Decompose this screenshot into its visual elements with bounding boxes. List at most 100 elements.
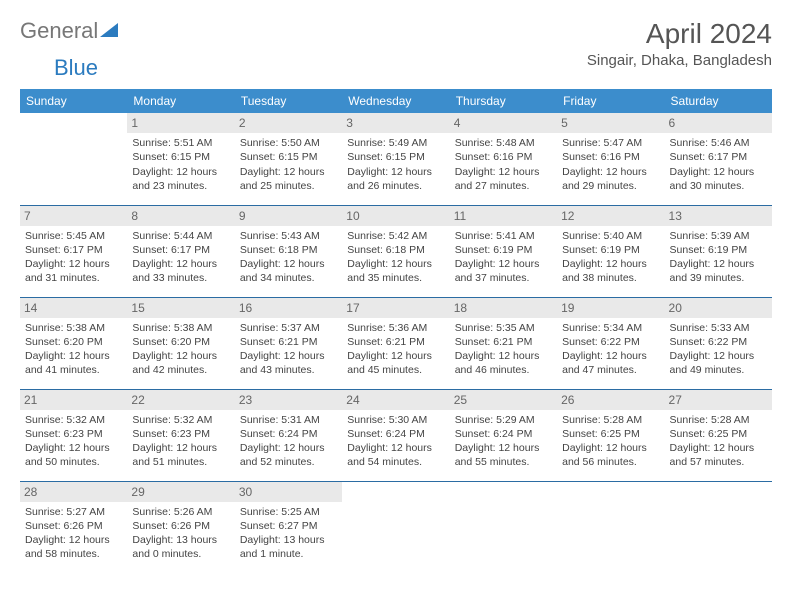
sunset-line: Sunset: 6:23 PM — [25, 427, 122, 441]
sunset-line: Sunset: 6:22 PM — [562, 335, 659, 349]
day-number: 8 — [127, 206, 234, 226]
day-number: 9 — [235, 206, 342, 226]
logo-text-2: Blue — [54, 55, 98, 80]
daylight-line: Daylight: 12 hours and 30 minutes. — [670, 165, 767, 193]
calendar-cell: 6Sunrise: 5:46 AMSunset: 6:17 PMDaylight… — [665, 113, 772, 205]
sunset-line: Sunset: 6:21 PM — [347, 335, 444, 349]
sunset-line: Sunset: 6:25 PM — [670, 427, 767, 441]
daylight-line: Daylight: 12 hours and 58 minutes. — [25, 533, 122, 561]
daylight-line: Daylight: 12 hours and 27 minutes. — [455, 165, 552, 193]
calendar-row: 1Sunrise: 5:51 AMSunset: 6:15 PMDaylight… — [20, 113, 772, 205]
daylight-line: Daylight: 13 hours and 0 minutes. — [132, 533, 229, 561]
daylight-line: Daylight: 12 hours and 51 minutes. — [132, 441, 229, 469]
calendar-cell: 3Sunrise: 5:49 AMSunset: 6:15 PMDaylight… — [342, 113, 449, 205]
sunset-line: Sunset: 6:20 PM — [25, 335, 122, 349]
sunrise-line: Sunrise: 5:40 AM — [562, 229, 659, 243]
sunset-line: Sunset: 6:24 PM — [240, 427, 337, 441]
weekday-header: Saturday — [665, 89, 772, 113]
sunset-line: Sunset: 6:19 PM — [562, 243, 659, 257]
sunrise-line: Sunrise: 5:39 AM — [670, 229, 767, 243]
sunrise-line: Sunrise: 5:41 AM — [455, 229, 552, 243]
calendar-cell: 28Sunrise: 5:27 AMSunset: 6:26 PMDayligh… — [20, 481, 127, 573]
calendar-cell: 1Sunrise: 5:51 AMSunset: 6:15 PMDaylight… — [127, 113, 234, 205]
sunset-line: Sunset: 6:20 PM — [132, 335, 229, 349]
daylight-line: Daylight: 12 hours and 33 minutes. — [132, 257, 229, 285]
calendar-cell: 17Sunrise: 5:36 AMSunset: 6:21 PMDayligh… — [342, 297, 449, 389]
day-number: 26 — [557, 390, 664, 410]
sunset-line: Sunset: 6:18 PM — [240, 243, 337, 257]
calendar-cell: 15Sunrise: 5:38 AMSunset: 6:20 PMDayligh… — [127, 297, 234, 389]
sunrise-line: Sunrise: 5:51 AM — [132, 136, 229, 150]
sunrise-line: Sunrise: 5:33 AM — [670, 321, 767, 335]
sunset-line: Sunset: 6:18 PM — [347, 243, 444, 257]
calendar-cell: 21Sunrise: 5:32 AMSunset: 6:23 PMDayligh… — [20, 389, 127, 481]
day-number: 11 — [450, 206, 557, 226]
calendar-cell: 22Sunrise: 5:32 AMSunset: 6:23 PMDayligh… — [127, 389, 234, 481]
sunset-line: Sunset: 6:22 PM — [670, 335, 767, 349]
calendar-cell: 27Sunrise: 5:28 AMSunset: 6:25 PMDayligh… — [665, 389, 772, 481]
calendar-cell: 14Sunrise: 5:38 AMSunset: 6:20 PMDayligh… — [20, 297, 127, 389]
calendar-cell — [450, 481, 557, 573]
daylight-line: Daylight: 12 hours and 29 minutes. — [562, 165, 659, 193]
sunset-line: Sunset: 6:15 PM — [240, 150, 337, 164]
day-number: 27 — [665, 390, 772, 410]
sunrise-line: Sunrise: 5:34 AM — [562, 321, 659, 335]
daylight-line: Daylight: 12 hours and 39 minutes. — [670, 257, 767, 285]
sunset-line: Sunset: 6:26 PM — [132, 519, 229, 533]
calendar-cell: 26Sunrise: 5:28 AMSunset: 6:25 PMDayligh… — [557, 389, 664, 481]
sunset-line: Sunset: 6:16 PM — [562, 150, 659, 164]
calendar-body: 1Sunrise: 5:51 AMSunset: 6:15 PMDaylight… — [20, 113, 772, 573]
sunrise-line: Sunrise: 5:32 AM — [25, 413, 122, 427]
sunset-line: Sunset: 6:19 PM — [455, 243, 552, 257]
calendar-cell: 30Sunrise: 5:25 AMSunset: 6:27 PMDayligh… — [235, 481, 342, 573]
daylight-line: Daylight: 12 hours and 38 minutes. — [562, 257, 659, 285]
sunset-line: Sunset: 6:15 PM — [132, 150, 229, 164]
daylight-line: Daylight: 12 hours and 46 minutes. — [455, 349, 552, 377]
calendar-cell — [557, 481, 664, 573]
daylight-line: Daylight: 12 hours and 57 minutes. — [670, 441, 767, 469]
daylight-line: Daylight: 12 hours and 34 minutes. — [240, 257, 337, 285]
logo-text-1: General — [20, 18, 98, 44]
daylight-line: Daylight: 13 hours and 1 minute. — [240, 533, 337, 561]
calendar-cell: 16Sunrise: 5:37 AMSunset: 6:21 PMDayligh… — [235, 297, 342, 389]
day-number: 5 — [557, 113, 664, 133]
sunrise-line: Sunrise: 5:35 AM — [455, 321, 552, 335]
sunrise-line: Sunrise: 5:26 AM — [132, 505, 229, 519]
sunrise-line: Sunrise: 5:25 AM — [240, 505, 337, 519]
sunrise-line: Sunrise: 5:29 AM — [455, 413, 552, 427]
calendar-cell: 4Sunrise: 5:48 AMSunset: 6:16 PMDaylight… — [450, 113, 557, 205]
sunset-line: Sunset: 6:26 PM — [25, 519, 122, 533]
calendar-table: Sunday Monday Tuesday Wednesday Thursday… — [20, 89, 772, 573]
calendar-cell: 7Sunrise: 5:45 AMSunset: 6:17 PMDaylight… — [20, 205, 127, 297]
day-number: 20 — [665, 298, 772, 318]
sunset-line: Sunset: 6:21 PM — [455, 335, 552, 349]
day-number: 22 — [127, 390, 234, 410]
sunrise-line: Sunrise: 5:48 AM — [455, 136, 552, 150]
sunrise-line: Sunrise: 5:37 AM — [240, 321, 337, 335]
weekday-header: Sunday — [20, 89, 127, 113]
weekday-header-row: Sunday Monday Tuesday Wednesday Thursday… — [20, 89, 772, 113]
sunset-line: Sunset: 6:21 PM — [240, 335, 337, 349]
sunset-line: Sunset: 6:25 PM — [562, 427, 659, 441]
calendar-cell: 12 Sunrise: 5:40 AMSunset: 6:19 PMDayligh… — [557, 205, 664, 297]
day-number: 16 — [235, 298, 342, 318]
daylight-line: Daylight: 12 hours and 49 minutes. — [670, 349, 767, 377]
sunrise-line: Sunrise: 5:38 AM — [132, 321, 229, 335]
daylight-line: Daylight: 12 hours and 31 minutes. — [25, 257, 122, 285]
day-number: 12 — [557, 206, 664, 226]
day-number: 19 — [557, 298, 664, 318]
calendar-cell — [665, 481, 772, 573]
sunrise-line: Sunrise: 5:30 AM — [347, 413, 444, 427]
day-number: 17 — [342, 298, 449, 318]
day-number: 1 — [127, 113, 234, 133]
sunrise-line: Sunrise: 5:38 AM — [25, 321, 122, 335]
day-number: 4 — [450, 113, 557, 133]
sunrise-line: Sunrise: 5:45 AM — [25, 229, 122, 243]
day-number: 29 — [127, 482, 234, 502]
sunset-line: Sunset: 6:17 PM — [25, 243, 122, 257]
weekday-header: Wednesday — [342, 89, 449, 113]
daylight-line: Daylight: 12 hours and 26 minutes. — [347, 165, 444, 193]
sunrise-line: Sunrise: 5:50 AM — [240, 136, 337, 150]
calendar-cell: 18Sunrise: 5:35 AMSunset: 6:21 PMDayligh… — [450, 297, 557, 389]
calendar-cell: 29 Sunrise: 5:26 AMSunset: 6:26 PMDayligh… — [127, 481, 234, 573]
